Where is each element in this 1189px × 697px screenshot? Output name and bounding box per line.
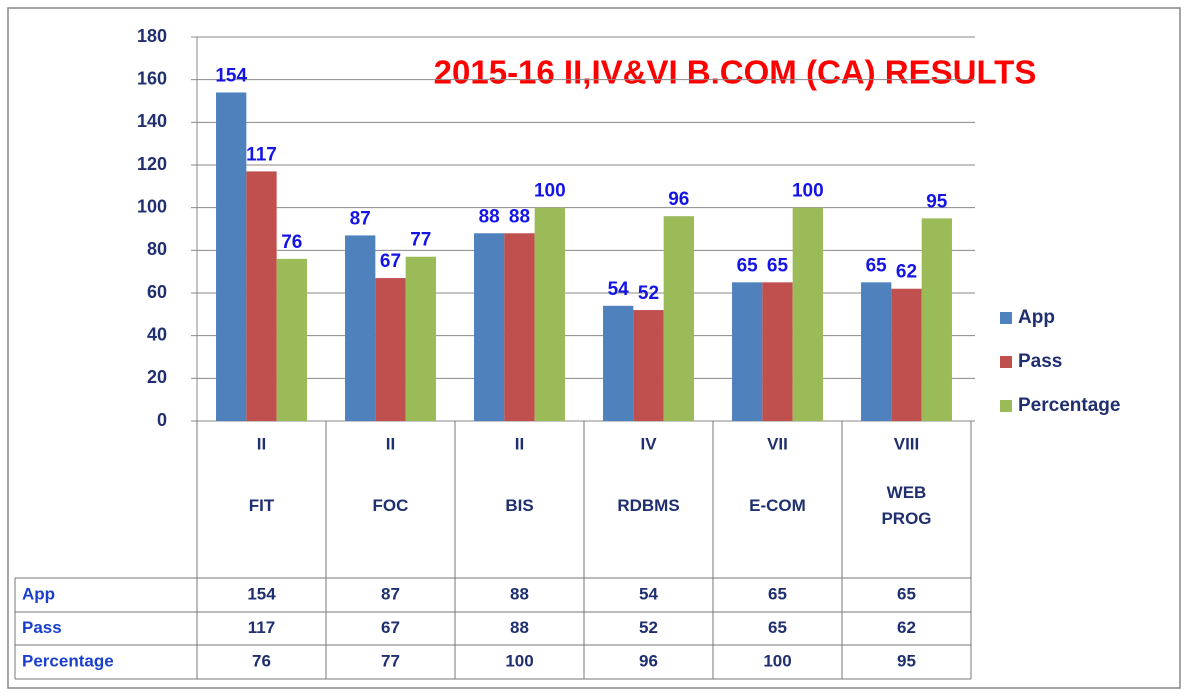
data-label: 100 <box>534 181 566 202</box>
y-tick-label: 160 <box>137 68 167 88</box>
bar <box>375 278 406 421</box>
table-cell: 77 <box>381 651 400 670</box>
bar <box>405 256 436 421</box>
data-label: 100 <box>792 181 824 202</box>
legend-swatch <box>1000 356 1012 368</box>
category-level-2-box: FOC <box>372 496 409 515</box>
category-level-2-box: BIS <box>505 496 534 515</box>
category-level-1: II <box>386 434 395 453</box>
bar <box>921 218 952 421</box>
category-level-2: FIT <box>248 496 275 515</box>
bar <box>663 216 694 421</box>
data-label: 77 <box>410 230 431 251</box>
bar <box>861 282 892 421</box>
category-level-2: WEB PROG <box>881 483 932 528</box>
y-tick-label: 140 <box>137 111 167 131</box>
category-level-1: VIII <box>894 434 920 453</box>
table-row-label: Percentage <box>22 651 114 670</box>
data-label: 65 <box>737 255 759 276</box>
table-cell: 154 <box>247 584 276 603</box>
bar <box>534 207 565 421</box>
bar <box>474 233 505 421</box>
data-label: 54 <box>608 279 630 300</box>
legend-swatch <box>1000 400 1012 412</box>
table-cell: 62 <box>897 618 916 637</box>
category-level-2-box: RDBMS <box>617 496 680 515</box>
y-tick-label: 40 <box>147 324 167 344</box>
data-label: 52 <box>638 283 659 304</box>
legend-label: App <box>1018 307 1055 328</box>
table-cell: 65 <box>768 618 787 637</box>
table-row-label: App <box>22 584 55 603</box>
data-label: 87 <box>350 208 371 229</box>
category-level-2-box: E-COM <box>749 496 806 515</box>
data-label: 95 <box>926 191 948 212</box>
data-label: 62 <box>896 262 917 283</box>
data-label: 76 <box>281 232 302 253</box>
category-level-2-box: WEB PROG <box>881 483 932 528</box>
data-label: 88 <box>509 206 530 227</box>
table-cell: 100 <box>763 651 791 670</box>
category-level-1: VII <box>767 434 788 453</box>
category-level-1: II <box>257 434 266 453</box>
y-tick-label: 180 <box>137 26 167 46</box>
y-tick-label: 0 <box>157 410 167 430</box>
bar <box>633 310 664 421</box>
y-tick-label: 60 <box>147 282 167 302</box>
data-label: 65 <box>767 255 789 276</box>
bar <box>762 282 793 421</box>
data-label: 117 <box>246 144 277 165</box>
category-level-1: IV <box>640 434 657 453</box>
legend-label: Pass <box>1018 351 1062 372</box>
data-label: 67 <box>380 251 401 272</box>
bar <box>732 282 763 421</box>
bar <box>246 171 277 421</box>
data-label: 96 <box>668 189 689 210</box>
y-tick-label: 20 <box>147 367 167 387</box>
table-cell: 87 <box>381 584 400 603</box>
category-level-2: E-COM <box>749 496 806 515</box>
category-level-2: BIS <box>505 496 534 515</box>
table-cell: 96 <box>639 651 658 670</box>
y-tick-label: 100 <box>137 196 167 216</box>
category-level-2: FOC <box>372 496 409 515</box>
table-cell: 67 <box>381 618 400 637</box>
chart-title: 2015-16 II,IV&VI B.COM (CA) RESULTS <box>434 54 1037 91</box>
table-row-label: Pass <box>22 618 62 637</box>
bar <box>504 233 535 421</box>
bar <box>216 92 247 421</box>
table-cell: 95 <box>897 651 916 670</box>
bar <box>276 258 307 421</box>
chart-frame <box>7 7 1181 689</box>
table-cell: 88 <box>510 618 529 637</box>
category-level-2: RDBMS <box>617 496 680 515</box>
legend-swatch <box>1000 312 1012 324</box>
y-tick-label: 120 <box>137 154 167 174</box>
bar <box>891 288 922 421</box>
bar <box>603 305 634 421</box>
table-cell: 52 <box>639 618 658 637</box>
y-tick-label: 80 <box>147 239 167 259</box>
data-label: 154 <box>215 65 247 86</box>
table-cell: 100 <box>505 651 533 670</box>
bar <box>792 207 823 421</box>
table-cell: 65 <box>768 584 787 603</box>
data-label: 88 <box>479 206 500 227</box>
category-level-2-box: FIT <box>248 496 275 515</box>
table-cell: 117 <box>248 618 275 637</box>
bar <box>345 235 376 421</box>
data-label: 65 <box>866 255 888 276</box>
legend-label: Percentage <box>1018 395 1120 416</box>
table-cell: 54 <box>639 584 658 603</box>
table-cell: 88 <box>510 584 529 603</box>
category-level-1: II <box>515 434 524 453</box>
table-cell: 65 <box>897 584 916 603</box>
table-cell: 76 <box>252 651 271 670</box>
